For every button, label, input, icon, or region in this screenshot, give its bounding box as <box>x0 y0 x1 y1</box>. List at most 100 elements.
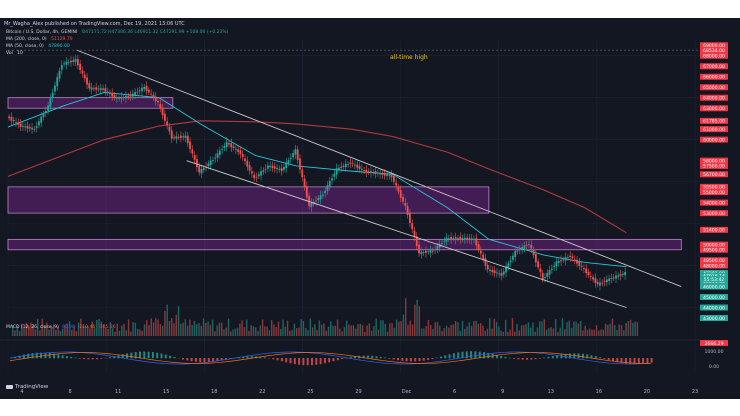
candle-body <box>283 166 285 170</box>
ma200-value: 51129.79 <box>51 37 73 42</box>
candle-body <box>395 182 398 186</box>
volume-bar <box>380 320 382 336</box>
macd-histogram-bar <box>435 357 438 359</box>
candle-body <box>338 167 340 170</box>
candle-body <box>17 122 20 125</box>
price-tick-label: 65000.00 <box>703 85 725 91</box>
candle-body <box>212 160 214 162</box>
volume-bar <box>518 330 520 336</box>
volume-bar <box>32 324 34 336</box>
candle-body <box>624 271 627 276</box>
volume-bar <box>116 323 118 336</box>
candle-body <box>216 153 219 158</box>
macd-histogram-bar <box>328 358 331 363</box>
macd-histogram-bar <box>173 356 176 359</box>
candle-body <box>576 259 578 264</box>
volume-bar <box>484 330 486 336</box>
volume-bar <box>520 325 523 336</box>
candle-body <box>347 164 349 165</box>
time-tick-label: 20 <box>644 389 650 395</box>
volume-bar <box>61 328 64 336</box>
candle-body <box>578 261 581 266</box>
candle-body <box>539 268 542 273</box>
volume-bar <box>550 327 552 336</box>
volume-bar <box>418 306 421 336</box>
volume-bar <box>186 325 189 336</box>
price-chart[interactable]: 2666.29 1000.00 0.00 69000.0068534.0068000… <box>0 18 740 399</box>
candle-body <box>376 172 379 174</box>
volume-bar <box>75 331 78 336</box>
candle-body <box>106 91 109 93</box>
volume-bar <box>161 326 164 336</box>
candle-body <box>443 240 446 242</box>
candle-body <box>49 98 52 108</box>
price-tick-label: 55500.00 <box>703 185 725 191</box>
volume-bar <box>102 324 105 336</box>
volume-bar <box>248 330 250 336</box>
candle-body <box>122 96 125 98</box>
volume-bar <box>277 321 280 336</box>
macd-histogram-bar <box>362 355 365 359</box>
macd-histogram-bar <box>336 358 339 361</box>
volume-bar <box>552 328 555 336</box>
macd-histogram-bar <box>194 358 197 362</box>
candle-body <box>599 282 601 286</box>
macd-histogram-bar <box>590 355 593 359</box>
candle-body <box>225 141 228 147</box>
volume-bar <box>504 319 507 336</box>
volume-bar <box>386 331 389 336</box>
macd-histogram-bar <box>48 353 51 359</box>
tradingview-logo: TradingView <box>6 384 48 390</box>
candle-body <box>90 87 93 90</box>
macd-histogram-bar <box>285 358 288 363</box>
candle-body <box>562 259 565 261</box>
symbol-label: Bitcoin / U.S. Dollar, 4h, GEMINI <box>6 30 78 35</box>
candle-body <box>601 282 604 284</box>
macd-histogram-bar <box>164 354 167 359</box>
candle-body <box>273 166 276 169</box>
macd-histogram-bar <box>457 352 460 359</box>
volume-bar <box>139 329 141 336</box>
volume-bar <box>459 330 461 336</box>
macd-histogram-bar <box>384 357 387 359</box>
candle-body <box>35 126 38 128</box>
price-tag-bg <box>700 199 728 206</box>
candle-body <box>608 278 611 282</box>
volume-bar <box>125 330 127 336</box>
candle-body <box>134 92 136 96</box>
volume-bar <box>359 323 361 336</box>
candle-body <box>56 77 59 87</box>
volume-bar <box>280 328 282 336</box>
chart-frame: Mr_Wagha_Alex published on TradingView.c… <box>0 18 740 399</box>
volume-bar <box>23 328 25 336</box>
volume-bar <box>175 314 177 336</box>
candle-body <box>603 281 606 283</box>
volume-bar <box>327 326 330 336</box>
volume-bar <box>232 329 234 336</box>
macd-histogram-bar <box>569 353 571 359</box>
candle-body <box>271 165 274 168</box>
volume-bar <box>334 325 336 336</box>
volume-bar <box>339 328 341 336</box>
candle-body <box>315 200 317 202</box>
candle-body <box>392 176 395 182</box>
volume-bar <box>146 320 148 336</box>
macd-histogram-bar <box>409 358 412 362</box>
volume-bar <box>239 323 241 336</box>
macd-histogram-bar <box>289 358 292 364</box>
volume-bar <box>261 319 264 336</box>
price-tick-label: 60000.00 <box>703 137 725 143</box>
candle-body <box>452 238 455 239</box>
candle-body <box>163 113 166 121</box>
candle-body <box>63 63 66 65</box>
macd-histogram-bar <box>642 358 645 364</box>
macd-histogram-bar <box>315 358 318 365</box>
volume-bar <box>623 330 625 336</box>
macd-histogram-bar <box>263 357 266 359</box>
volume-bar <box>343 327 346 336</box>
macd-histogram-bar <box>216 358 219 362</box>
price-tick-label: 68000.00 <box>703 54 725 60</box>
candle-body <box>530 244 533 249</box>
candle-body <box>221 149 224 151</box>
macd-histogram-bar <box>547 356 550 359</box>
